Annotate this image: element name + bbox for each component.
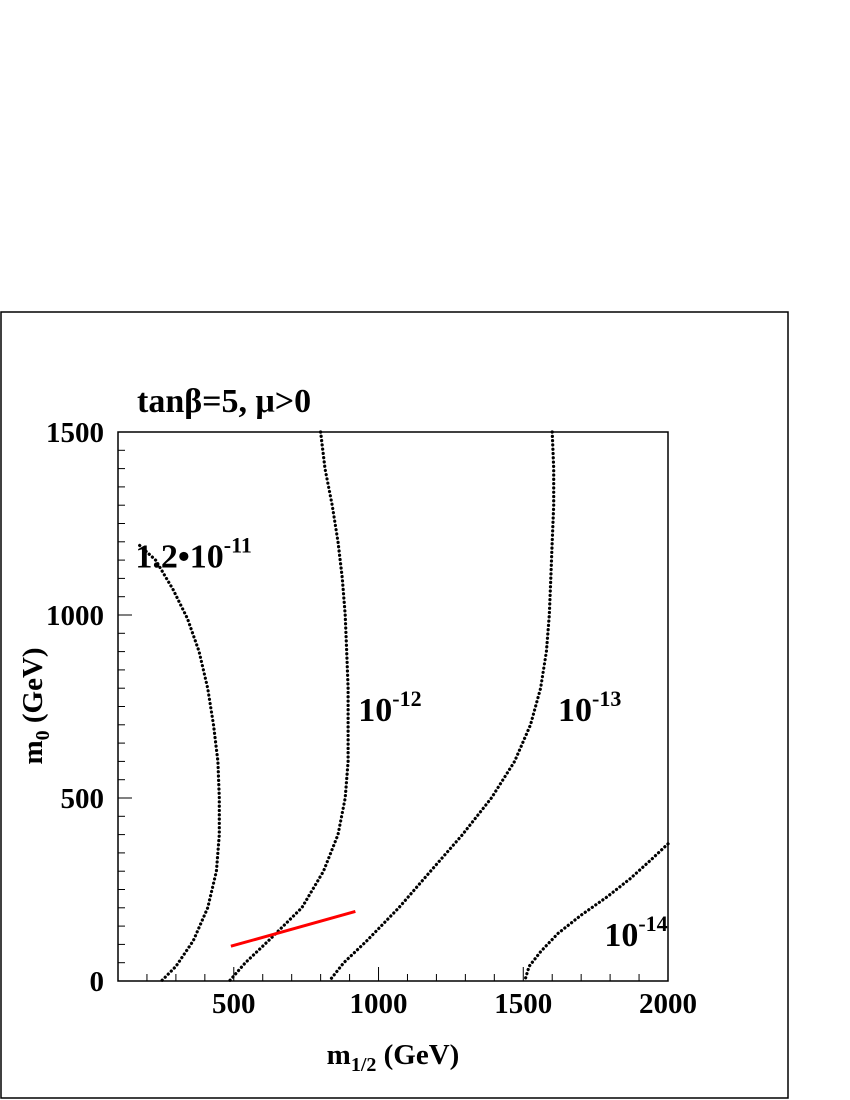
contour-label-3: 10-13 [558,686,621,729]
contour-4 [523,842,670,983]
x-axis-label-sub: 1/2 [351,1054,377,1076]
x-tick-label: 1000 [350,988,408,1020]
contour-label-4: 10-14 [604,911,667,954]
contour-2 [227,430,350,983]
tick-labels: 500 1000 1500 2000 0 500 1000 1500 [46,417,697,1020]
contour-label-base: 10 [604,917,638,954]
contour-label-exponent: -12 [392,686,421,711]
x-tick-label: 500 [212,988,256,1020]
x-tick-label: 2000 [639,988,697,1020]
x-tick-label: 1500 [494,988,552,1020]
chart-title: tanβ=5, μ>0 [137,383,311,420]
contour-label-1: 1.2•10-11 [135,532,252,575]
y-axis-label-main: m [17,740,49,764]
y-axis-label-unit: (GeV) [17,647,49,730]
contour-label-base: 1.2•10 [135,538,223,575]
contour-3 [327,430,556,983]
contour-label-base: 10 [358,692,392,729]
y-axis-label: m0 (GeV) [17,647,54,764]
plot-area [138,430,670,983]
contour-label-exponent: -14 [638,911,667,936]
outer-frame [0,311,789,1099]
x-axis-label-unit: (GeV) [376,1039,459,1071]
y-tick-label: 500 [61,783,105,815]
x-axis-label: m1/2 (GeV) [327,1039,460,1076]
y-tick-label: 1000 [46,600,104,632]
axes [117,431,669,982]
contour-label-base: 10 [558,692,592,729]
y-axis-label-sub: 0 [32,730,54,740]
red-line [230,910,356,948]
contour-label-exponent: -13 [592,686,621,711]
contour-label-exponent: -11 [224,532,252,557]
y-tick-label: 0 [90,966,105,998]
x-axis-label-main: m [327,1039,351,1071]
contour-label-2: 10-12 [358,686,421,729]
y-tick-label: 1500 [46,417,104,449]
